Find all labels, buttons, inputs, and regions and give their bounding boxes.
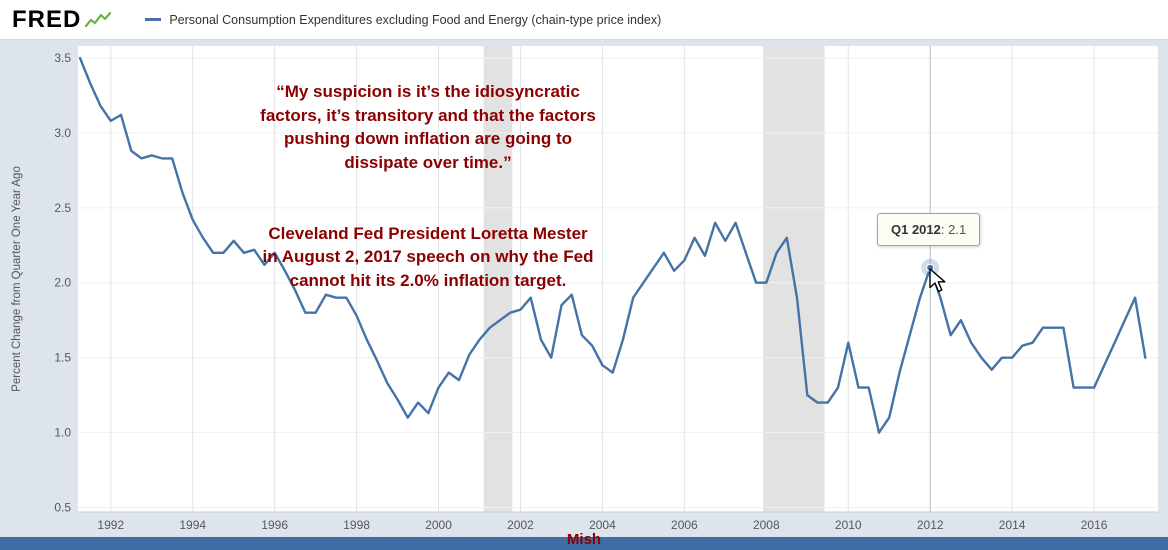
x-tick-label: 2004 — [589, 518, 616, 532]
x-tick-label: 2008 — [753, 518, 780, 532]
y-tick-label: 1.5 — [54, 351, 71, 365]
tooltip-date: Q1 2012 — [891, 222, 941, 237]
footer-bar — [0, 537, 1168, 550]
x-tick-label: 2012 — [917, 518, 944, 532]
x-tick-label: 1992 — [97, 518, 124, 532]
series-title: Personal Consumption Expenditures exclud… — [169, 12, 662, 27]
header-bar: FRED Personal Consumption Expenditures e… — [0, 0, 1168, 40]
y-tick-label: 0.5 — [54, 501, 71, 515]
y-axis-title: Percent Change from Quarter One Year Ago — [11, 166, 23, 392]
x-tick-label: 2006 — [671, 518, 698, 532]
x-tick-label: 2000 — [425, 518, 452, 532]
y-tick-label: 2.0 — [54, 276, 71, 290]
y-tick-label: 2.5 — [54, 201, 71, 215]
tooltip-separator: : — [940, 222, 949, 237]
x-tick-label: 2002 — [507, 518, 534, 532]
fred-logo[interactable]: FRED — [12, 5, 82, 33]
x-tick-label: 1996 — [261, 518, 288, 532]
y-tick-label: 3.5 — [54, 51, 71, 65]
tooltip-value: 2.1 — [948, 222, 967, 237]
y-tick-label: 1.0 — [54, 426, 71, 440]
x-tick-label: 2010 — [835, 518, 862, 532]
recession-band — [483, 46, 513, 512]
fred-logo-graph-icon — [85, 11, 112, 27]
y-tick-label: 3.0 — [54, 126, 71, 140]
legend-line-swatch — [145, 18, 162, 21]
x-tick-label: 1998 — [343, 518, 370, 532]
annotation-block: “My suspicion is it’s the idiosyncratic … — [168, 57, 688, 316]
x-tick-label: 2014 — [999, 518, 1026, 532]
plot-area[interactable] — [78, 46, 1158, 512]
annotation-quote: “My suspicion is it’s the idiosyncratic … — [260, 82, 596, 172]
series-line — [78, 56, 1147, 434]
x-tick-label: 1994 — [179, 518, 206, 532]
tooltip: Q1 2012: 2.1 — [877, 213, 981, 246]
annotation-attribution: Cleveland Fed President Loretta Mester i… — [262, 223, 594, 290]
mouse-cursor-icon — [929, 268, 946, 293]
watermark-mish: Mish — [566, 531, 602, 548]
x-tick-label: 2016 — [1081, 518, 1108, 532]
